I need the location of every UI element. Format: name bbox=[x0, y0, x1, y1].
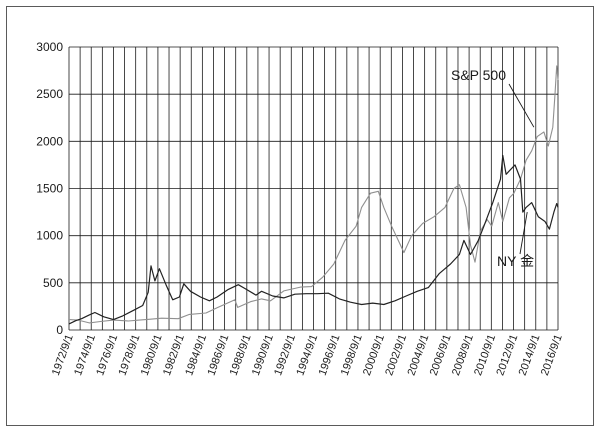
y-axis-ticks: 0 500 1000 1500 2000 2500 3000 bbox=[36, 40, 63, 337]
x-tick-label: 2008/9/1 bbox=[450, 333, 476, 377]
x-tick-label: 2016/9/1 bbox=[539, 333, 565, 377]
x-tick-label: 1986/9/1 bbox=[205, 333, 231, 377]
x-tick-label: 1996/9/1 bbox=[317, 333, 343, 377]
gold-label: NY 金 bbox=[497, 253, 534, 269]
chart-frame bbox=[6, 6, 594, 426]
x-tick-label: 1976/9/1 bbox=[94, 333, 120, 377]
y-tick-label: 500 bbox=[43, 276, 63, 290]
x-tick-label: 2002/9/1 bbox=[383, 333, 409, 377]
sp500-leader-line bbox=[508, 83, 535, 128]
x-tick-label: 1980/9/1 bbox=[139, 333, 165, 377]
x-tick-label: 1998/9/1 bbox=[339, 333, 365, 377]
grid bbox=[68, 46, 559, 331]
x-tick-label: 1972/9/1 bbox=[50, 333, 76, 377]
x-tick-label: 1994/9/1 bbox=[294, 333, 320, 377]
x-tick-label: 1978/9/1 bbox=[117, 333, 143, 377]
x-tick-label: 2012/9/1 bbox=[494, 333, 520, 377]
x-tick-label: 1982/9/1 bbox=[161, 333, 187, 377]
x-tick-label: 1988/9/1 bbox=[228, 333, 254, 377]
x-tick-label: 1974/9/1 bbox=[72, 333, 98, 377]
x-axis-ticks: 1972/9/11974/9/11976/9/11978/9/11980/9/1… bbox=[50, 333, 565, 377]
y-tick-label: 1500 bbox=[36, 182, 63, 196]
x-tick-label: 1990/9/1 bbox=[250, 333, 276, 377]
x-tick-label: 2000/9/1 bbox=[361, 333, 387, 377]
y-tick-label: 2000 bbox=[36, 134, 63, 148]
x-tick-label: 2006/9/1 bbox=[428, 333, 454, 377]
y-tick-label: 1000 bbox=[36, 229, 63, 243]
series-layer bbox=[68, 65, 559, 325]
series-line-gold bbox=[68, 154, 559, 325]
gold-leader-line bbox=[519, 212, 528, 255]
series-line-sp500 bbox=[68, 65, 559, 324]
y-tick-label: 0 bbox=[56, 323, 63, 337]
x-tick-label: 2010/9/1 bbox=[472, 333, 498, 377]
sp500-label: S&P 500 bbox=[451, 67, 506, 83]
x-tick-label: 2004/9/1 bbox=[406, 333, 432, 377]
y-tick-label: 3000 bbox=[36, 40, 63, 54]
x-tick-label: 1992/9/1 bbox=[272, 333, 298, 377]
x-tick-label: 2014/9/1 bbox=[517, 333, 543, 377]
y-tick-label: 2500 bbox=[36, 87, 63, 101]
x-tick-label: 1984/9/1 bbox=[183, 333, 209, 377]
annotations: S&P 500 NY 金 bbox=[451, 67, 535, 269]
